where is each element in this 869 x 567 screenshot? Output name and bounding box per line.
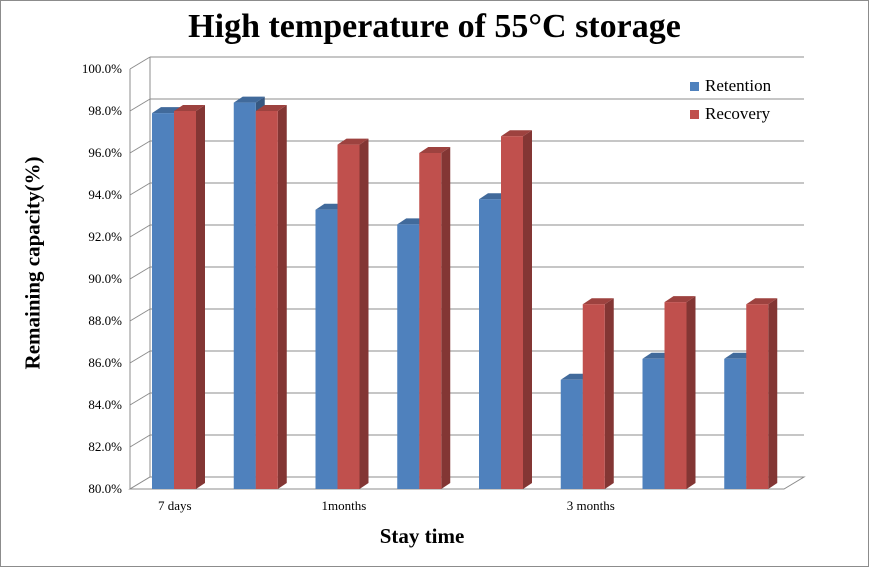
bar-retention xyxy=(397,224,420,489)
bar-top-recovery xyxy=(664,296,696,303)
legend-swatch-retention xyxy=(690,81,699,91)
bar-retention xyxy=(724,358,747,489)
legend-label-recovery: Recovery xyxy=(705,104,771,123)
gridline-side xyxy=(129,98,151,112)
legend-item-retention: Retention xyxy=(690,72,771,100)
y-tick-label: 88.0% xyxy=(88,313,122,328)
bar-top-retention xyxy=(233,96,265,103)
y-tick-label: 90.0% xyxy=(88,271,122,286)
bar-retention xyxy=(233,102,256,489)
x-tick-label: 1months xyxy=(322,498,367,513)
gridline-side xyxy=(129,140,151,154)
y-tick-label: 98.0% xyxy=(88,103,122,118)
bar-side-recovery xyxy=(196,105,205,489)
bar-retention xyxy=(642,358,665,489)
bar-recovery xyxy=(174,111,196,489)
legend: Retention Recovery xyxy=(690,72,771,128)
x-axis-label: Stay time xyxy=(379,524,465,548)
gridline-side xyxy=(129,266,151,280)
bar-top-recovery xyxy=(746,298,778,305)
bar-retention xyxy=(479,199,501,489)
legend-label-retention: Retention xyxy=(705,76,772,95)
bar-top-recovery xyxy=(419,147,451,153)
gridline-side xyxy=(129,182,151,196)
y-tick-label: 100.0% xyxy=(82,61,122,76)
bar-side-recovery xyxy=(277,105,287,489)
bar-recovery xyxy=(501,136,523,489)
y-tick-label: 84.0% xyxy=(88,397,122,412)
y-tick-label: 92.0% xyxy=(88,229,122,244)
bar-recovery xyxy=(664,302,687,489)
bar-side-recovery xyxy=(359,138,369,489)
bar-retention xyxy=(315,209,338,489)
bar-side-recovery xyxy=(604,298,614,489)
legend-swatch-recovery xyxy=(690,109,699,119)
bar-top-recovery xyxy=(337,138,369,145)
gridline-side xyxy=(129,224,151,238)
gridline-side xyxy=(129,56,151,70)
bar-top-recovery xyxy=(255,105,287,111)
bar-retention xyxy=(152,113,174,489)
bar-side-recovery xyxy=(441,147,451,489)
y-tick-label: 94.0% xyxy=(88,187,122,202)
bar-recovery xyxy=(255,111,278,489)
bar-top-recovery xyxy=(501,130,532,137)
y-tick-label: 96.0% xyxy=(88,145,122,160)
bar-side-recovery xyxy=(523,130,532,489)
y-tick-label: 80.0% xyxy=(88,481,122,496)
chart-floor xyxy=(128,476,806,490)
bar-top-recovery xyxy=(174,105,205,111)
gridline-side xyxy=(129,350,151,364)
bar-side-recovery xyxy=(686,296,696,489)
bar-side-recovery xyxy=(768,298,778,489)
bar-recovery xyxy=(337,144,360,489)
chart-title: High temperature of 55°C storage xyxy=(188,8,681,45)
bar-top-recovery xyxy=(582,298,614,305)
gridline-side xyxy=(129,392,151,406)
legend-item-recovery: Recovery xyxy=(690,100,771,128)
y-tick-label: 82.0% xyxy=(88,439,122,454)
y-tick-label: 86.0% xyxy=(88,355,122,370)
x-tick-label: 7 days xyxy=(158,498,192,513)
bar-retention xyxy=(560,379,583,489)
bar-recovery xyxy=(582,304,605,489)
x-tick-label: 3 months xyxy=(567,498,615,513)
bar-recovery xyxy=(419,153,442,489)
bar-recovery xyxy=(746,304,769,489)
gridline-side xyxy=(129,308,151,322)
gridline-side xyxy=(129,434,151,448)
